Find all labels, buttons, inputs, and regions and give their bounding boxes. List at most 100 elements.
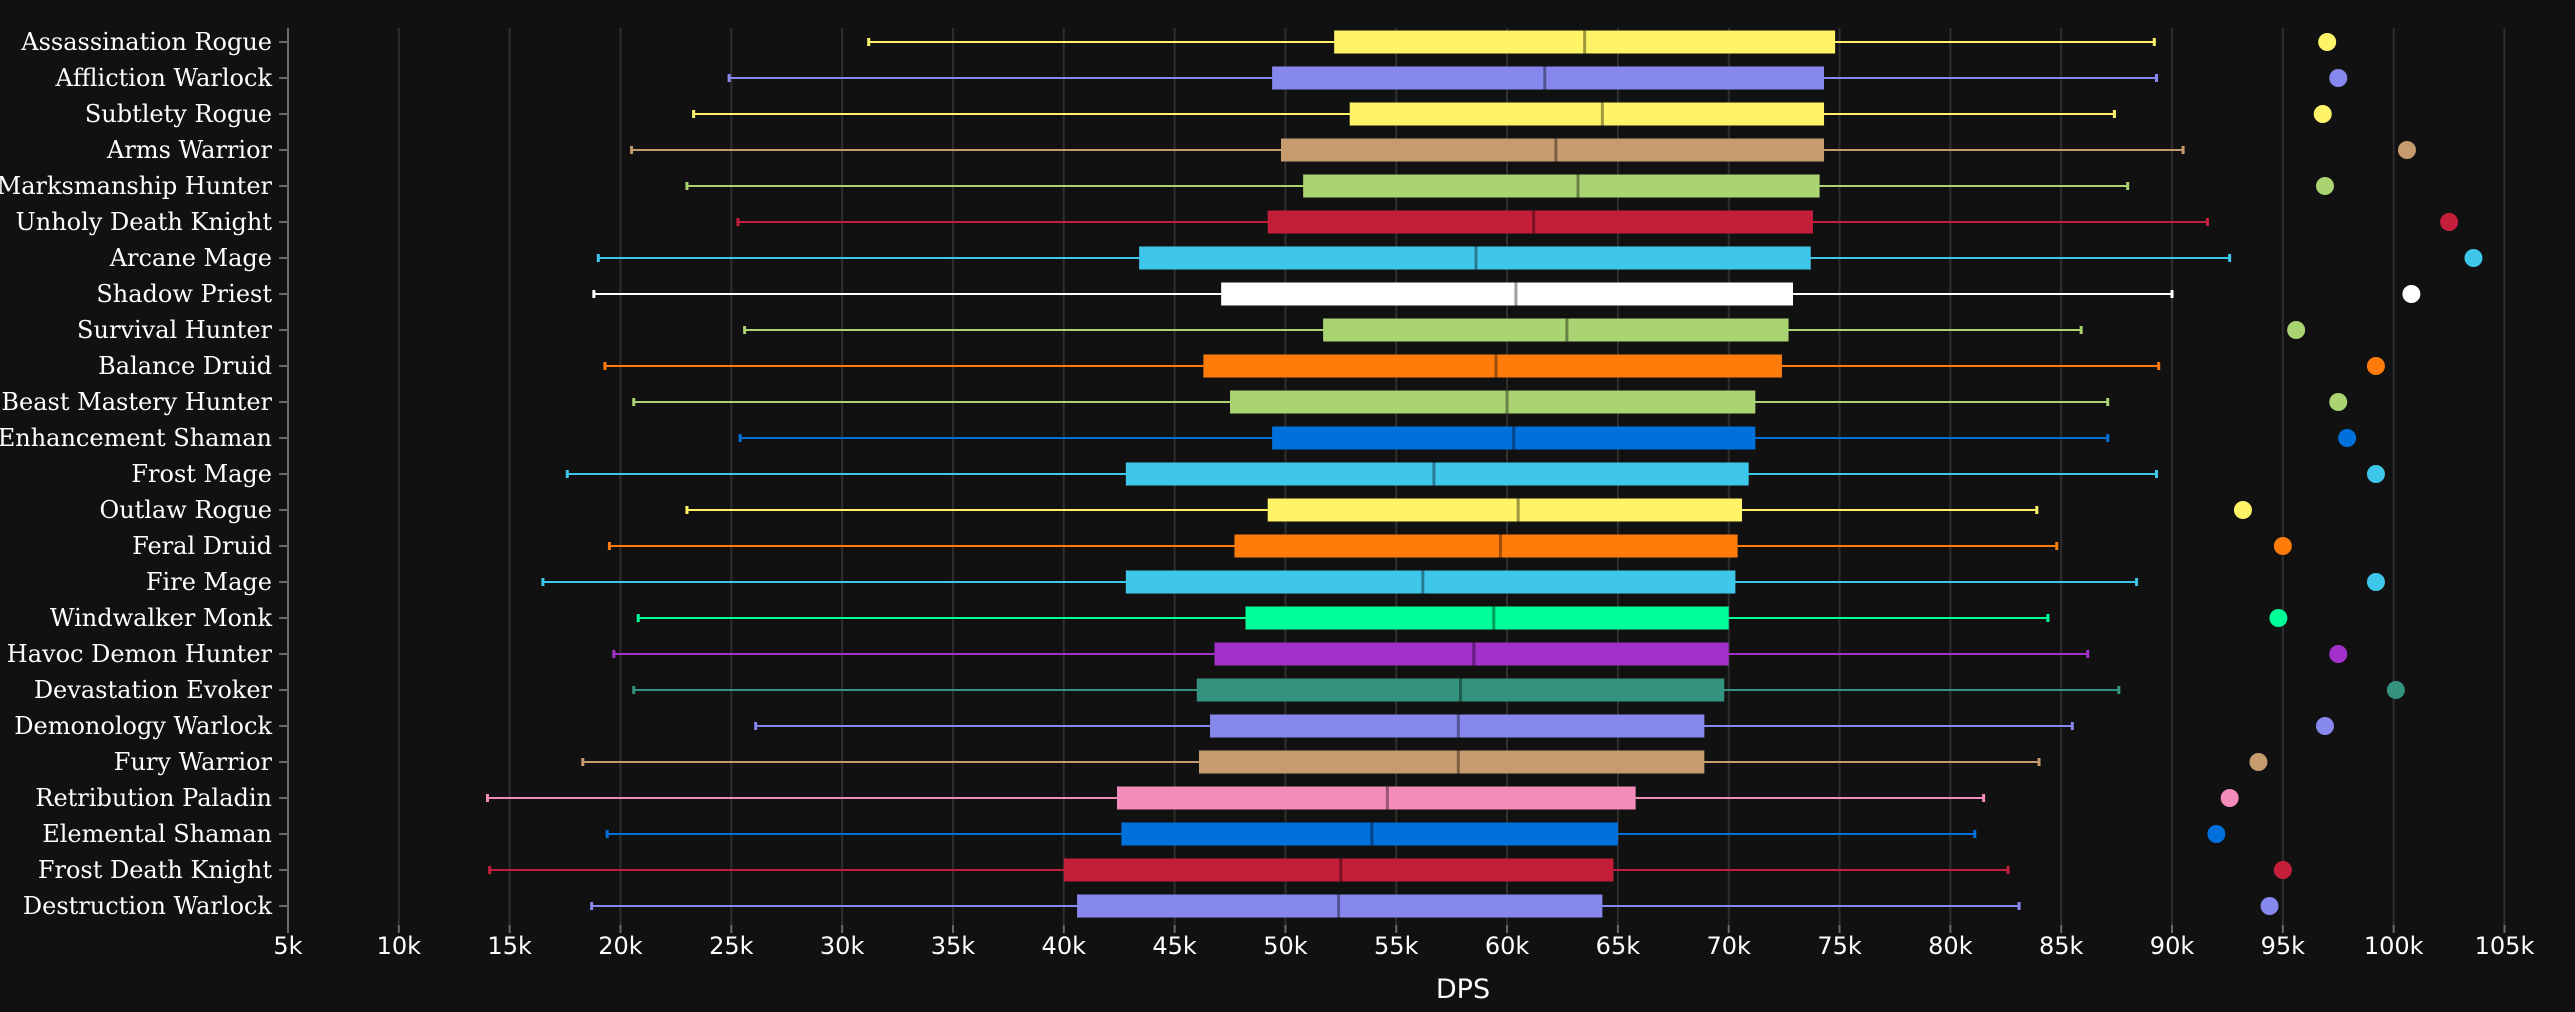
box-subtlety-rogue [692, 102, 2332, 126]
category-label-arcane-mage: Arcane Mage [109, 244, 272, 272]
iqr-box [1234, 534, 1738, 558]
outlier-point [2315, 177, 2334, 195]
box-feral-druid [607, 534, 2292, 558]
x-tick-label: 90k [2150, 932, 2195, 960]
outlier-point [2338, 429, 2357, 447]
outlier-point [2402, 285, 2421, 303]
box-arms-warrior [630, 138, 2416, 162]
x-tick-label: 85k [2039, 932, 2084, 960]
outlier-point [2386, 681, 2405, 699]
x-tick-label: 60k [1485, 932, 1530, 960]
iqr-box [1334, 30, 1836, 54]
iqr-box [1230, 390, 1756, 414]
box-frost-mage [565, 462, 2385, 486]
category-label-devastation-evoker: Devastation Evoker [34, 676, 273, 704]
x-tick-label: 95k [2261, 932, 2306, 960]
category-label-feral-druid: Feral Druid [132, 532, 272, 560]
x-tick-label: 35k [931, 932, 976, 960]
category-label-frost-death-knight: Frost Death Knight [38, 856, 273, 884]
box-arcane-mage [596, 246, 2483, 270]
category-label-subtlety-rogue: Subtlety Rogue [85, 100, 272, 128]
category-label-elemental-shaman: Elemental Shaman [42, 820, 272, 848]
outlier-point [2273, 537, 2292, 555]
iqr-box [1323, 318, 1789, 342]
box-enhancement-shaman [738, 426, 2357, 450]
iqr-box [1121, 822, 1618, 846]
outlier-point [2313, 105, 2332, 123]
outlier-point [2220, 789, 2239, 807]
category-label-havoc-demon-hunter: Havoc Demon Hunter [7, 640, 273, 668]
category-label-beast-mastery-hunter: Beast Mastery Hunter [1, 388, 272, 416]
box-affliction-warlock [727, 66, 2348, 90]
x-tick-label: 70k [1707, 932, 1752, 960]
box-assassination-rogue [867, 30, 2337, 54]
iqr-box [1221, 282, 1794, 306]
box-fire-mage [541, 570, 2385, 594]
category-labels: Assassination Rogue Affliction Warlock Sub… [0, 28, 288, 920]
box-balance-druid [603, 354, 2385, 378]
x-tick-label: 50k [1263, 932, 1308, 960]
x-tick-label: 45k [1152, 932, 1197, 960]
box-devastation-evoker [632, 678, 2405, 702]
iqr-box [1125, 570, 1736, 594]
x-tick-label: 30k [820, 932, 865, 960]
iqr-box [1116, 786, 1636, 810]
x-tick-label: 40k [1042, 932, 1087, 960]
box-beast-mastery-hunter [632, 390, 2348, 414]
outlier-point [2329, 393, 2348, 411]
category-label-windwalker-monk: Windwalker Monk [50, 604, 273, 632]
box-unholy-death-knight [736, 210, 2459, 234]
iqr-box [1125, 462, 1749, 486]
iqr-box [1077, 894, 1603, 918]
iqr-box [1267, 498, 1743, 522]
box-outlaw-rogue [685, 498, 2252, 522]
outlier-point [2315, 717, 2334, 735]
iqr-box [1203, 354, 1782, 378]
outlier-point [2318, 33, 2337, 51]
box-frost-death-knight [488, 858, 2292, 882]
category-label-assassination-rogue: Assassination Rogue [20, 28, 272, 56]
x-tick-label: 10k [377, 932, 422, 960]
iqr-box [1198, 750, 1705, 774]
category-label-survival-hunter: Survival Hunter [77, 316, 272, 344]
outlier-point [2249, 753, 2268, 771]
box-destruction-warlock [590, 894, 2279, 918]
category-label-enhancement-shaman: Enhancement Shaman [0, 424, 272, 452]
x-tick-label: 25k [709, 932, 754, 960]
x-tick-label: 80k [1928, 932, 1973, 960]
category-label-balance-druid: Balance Druid [98, 352, 272, 380]
category-label-retribution-paladin: Retribution Paladin [35, 784, 272, 812]
outlier-point [2329, 645, 2348, 663]
box-series [485, 30, 2483, 918]
iqr-box [1280, 138, 1825, 162]
outlier-point [2207, 825, 2226, 843]
iqr-box [1303, 174, 1820, 198]
x-axis-title: DPS [1436, 974, 1490, 1005]
box-havoc-demon-hunter [612, 642, 2348, 666]
box-windwalker-monk [636, 606, 2288, 630]
box-shadow-priest [592, 282, 2421, 306]
category-label-fury-warrior: Fury Warrior [114, 748, 273, 776]
x-tick-label: 65k [1596, 932, 1641, 960]
category-label-fire-mage: Fire Mage [146, 568, 272, 596]
outlier-point [2440, 213, 2459, 231]
outlier-point [2329, 69, 2348, 87]
iqr-box [1214, 642, 1729, 666]
outlier-point [2464, 249, 2483, 267]
x-tick-label: 75k [1817, 932, 1862, 960]
outlier-point [2366, 465, 2385, 483]
iqr-box [1349, 102, 1825, 126]
category-label-destruction-warlock: Destruction Warlock [23, 892, 273, 920]
box-retribution-paladin [485, 786, 2239, 810]
category-label-shadow-priest: Shadow Priest [96, 280, 272, 308]
iqr-box [1196, 678, 1725, 702]
box-survival-hunter [743, 318, 2306, 342]
iqr-box [1139, 246, 1811, 270]
category-label-affliction-warlock: Affliction Warlock [54, 64, 272, 92]
category-label-unholy-death-knight: Unholy Death Knight [16, 208, 273, 236]
outlier-point [2366, 357, 2385, 375]
outlier-point [2287, 321, 2306, 339]
x-tick-label: 105k [2475, 932, 2535, 960]
outlier-point [2260, 897, 2279, 915]
